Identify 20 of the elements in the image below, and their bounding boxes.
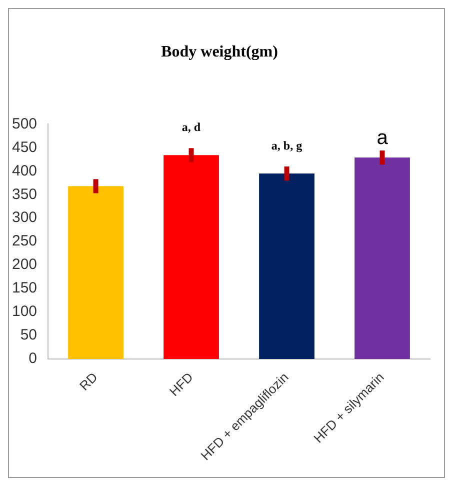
y-tick-label: 400 (12, 162, 38, 180)
bar (164, 155, 219, 359)
bar (354, 158, 410, 359)
y-tick-label: 500 (12, 115, 38, 132)
y-tick-label: 250 (12, 232, 38, 250)
annotation: a, b, g (271, 138, 302, 153)
y-tick-label: 450 (12, 138, 38, 156)
chart-title: Body weight(gm) (161, 44, 278, 61)
annotation: a (376, 127, 389, 150)
y-tick-label: 200 (12, 256, 38, 274)
y-tick-label: 100 (12, 303, 38, 320)
y-tick-label: 0 (28, 350, 38, 368)
bar (68, 186, 124, 359)
x-tick-label: RD (76, 370, 100, 394)
y-tick-label: 300 (12, 209, 38, 226)
y-tick-label: 50 (20, 326, 38, 344)
bar (259, 174, 314, 359)
y-tick-label: 150 (12, 280, 38, 297)
y-tick-label: 350 (12, 186, 38, 203)
annotation: a, d (182, 120, 201, 134)
